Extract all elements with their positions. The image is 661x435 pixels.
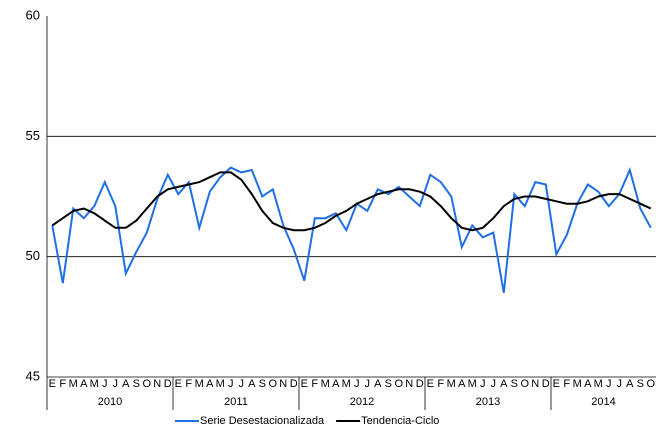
x-tick-label: S — [511, 378, 518, 390]
x-tick-label: M — [468, 378, 477, 390]
x-tick-label: J — [606, 378, 612, 390]
x-tick-label: E — [427, 378, 434, 390]
x-tick-label: F — [311, 378, 318, 390]
x-tick-label: F — [59, 378, 66, 390]
x-tick-label: M — [447, 378, 456, 390]
x-tick-label: M — [594, 378, 603, 390]
legend-label: Tendencia-Ciclo — [361, 415, 439, 427]
x-tick-label: N — [153, 378, 161, 390]
x-tick-label: J — [102, 378, 108, 390]
x-tick-label: A — [500, 378, 508, 390]
x-tick-label: O — [394, 378, 403, 390]
x-tick-label: J — [239, 378, 245, 390]
y-tick-label: 55 — [26, 128, 40, 143]
x-tick-label: J — [113, 378, 119, 390]
year-label: 2013 — [476, 396, 500, 408]
x-tick-label: S — [259, 378, 266, 390]
x-tick-label: M — [321, 378, 330, 390]
x-tick-label: O — [142, 378, 151, 390]
x-tick-label: A — [626, 378, 634, 390]
x-tick-label: J — [365, 378, 371, 390]
x-tick-label: D — [416, 378, 424, 390]
x-tick-label: D — [164, 378, 172, 390]
x-tick-label: M — [573, 378, 582, 390]
x-tick-label: M — [342, 378, 351, 390]
x-tick-label: N — [531, 378, 539, 390]
x-tick-label: E — [553, 378, 560, 390]
x-tick-label: E — [175, 378, 182, 390]
legend-label: Serie Desestacionalizada — [200, 415, 325, 427]
x-tick-label: F — [437, 378, 444, 390]
x-tick-label: J — [354, 378, 360, 390]
y-tick-label: 60 — [26, 7, 40, 22]
y-tick-label: 50 — [26, 248, 40, 263]
x-tick-label: D — [290, 378, 298, 390]
x-tick-label: F — [185, 378, 192, 390]
x-tick-label: E — [301, 378, 308, 390]
x-tick-label: E — [49, 378, 56, 390]
x-tick-label: J — [228, 378, 234, 390]
x-tick-label: S — [385, 378, 392, 390]
x-tick-label: A — [374, 378, 382, 390]
x-tick-label: F — [563, 378, 570, 390]
x-tick-label: A — [332, 378, 340, 390]
x-tick-label: J — [491, 378, 497, 390]
x-tick-label: M — [90, 378, 99, 390]
year-label: 2014 — [591, 396, 615, 408]
series-line — [51, 166, 652, 293]
year-label: 2012 — [350, 396, 374, 408]
x-tick-label: M — [69, 378, 78, 390]
x-tick-label: S — [637, 378, 644, 390]
y-tick-label: 45 — [26, 368, 40, 383]
x-tick-label: A — [122, 378, 130, 390]
year-label: 2010 — [98, 396, 122, 408]
year-label: 2011 — [224, 396, 248, 408]
x-tick-label: M — [195, 378, 204, 390]
x-tick-label: A — [248, 378, 256, 390]
x-tick-label: A — [80, 378, 88, 390]
x-tick-label: O — [520, 378, 529, 390]
x-tick-label: A — [206, 378, 214, 390]
x-tick-label: O — [646, 378, 655, 390]
x-tick-label: J — [617, 378, 623, 390]
x-tick-label: D — [542, 378, 550, 390]
series-line — [51, 171, 652, 232]
x-tick-label: O — [268, 378, 277, 390]
x-tick-label: N — [405, 378, 413, 390]
x-tick-label: S — [133, 378, 140, 390]
x-tick-label: N — [279, 378, 287, 390]
x-tick-label: M — [216, 378, 225, 390]
x-tick-label: A — [584, 378, 592, 390]
x-tick-label: A — [458, 378, 466, 390]
x-tick-label: J — [480, 378, 486, 390]
